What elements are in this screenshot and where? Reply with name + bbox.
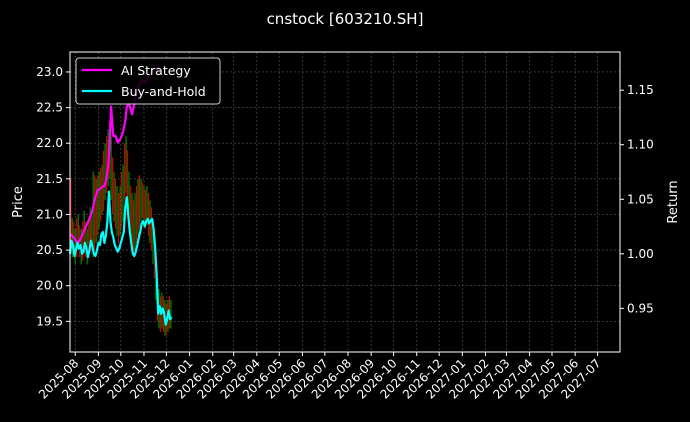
y-right-tick-label: 0.95: [627, 301, 654, 315]
y-left-tick-label: 21.5: [36, 172, 63, 186]
y-axis-left: 19.5 20.0 20.5 21.0 21.5 22.0 22.5 23.0: [36, 65, 70, 328]
y-left-tick-label: 21.0: [36, 207, 63, 221]
y-right-tick-label: 1.15: [627, 83, 654, 97]
y-axis-right-label: Return: [666, 180, 681, 223]
y-right-tick-label: 1.00: [627, 247, 654, 261]
y-left-tick-label: 22.0: [36, 136, 63, 150]
plot-frame: [69, 51, 621, 353]
y-left-tick-label: 19.5: [36, 314, 63, 328]
y-left-tick-label: 22.5: [36, 101, 63, 115]
y-left-tick-label: 20.0: [36, 279, 63, 293]
series-line-1: [68, 190, 173, 326]
legend-label-0: AI Strategy: [121, 63, 191, 78]
y-left-tick-label: 23.0: [36, 65, 63, 79]
legend: AI Strategy Buy-and-Hold: [75, 57, 221, 105]
legend-label-1: Buy-and-Hold: [121, 84, 206, 99]
y-axis-right: 0.95 1.00 1.05 1.10 1.15: [620, 83, 654, 315]
y-left-tick-label: 20.5: [36, 243, 63, 257]
y-right-tick-label: 1.10: [627, 138, 654, 152]
chart-title: cnstock [603210.SH]: [267, 10, 424, 28]
y-right-tick-label: 1.05: [627, 192, 654, 206]
y-axis-left-label: Price: [11, 186, 26, 218]
x-axis: 2025-082025-092025-102025-112025-122026-…: [36, 352, 604, 402]
